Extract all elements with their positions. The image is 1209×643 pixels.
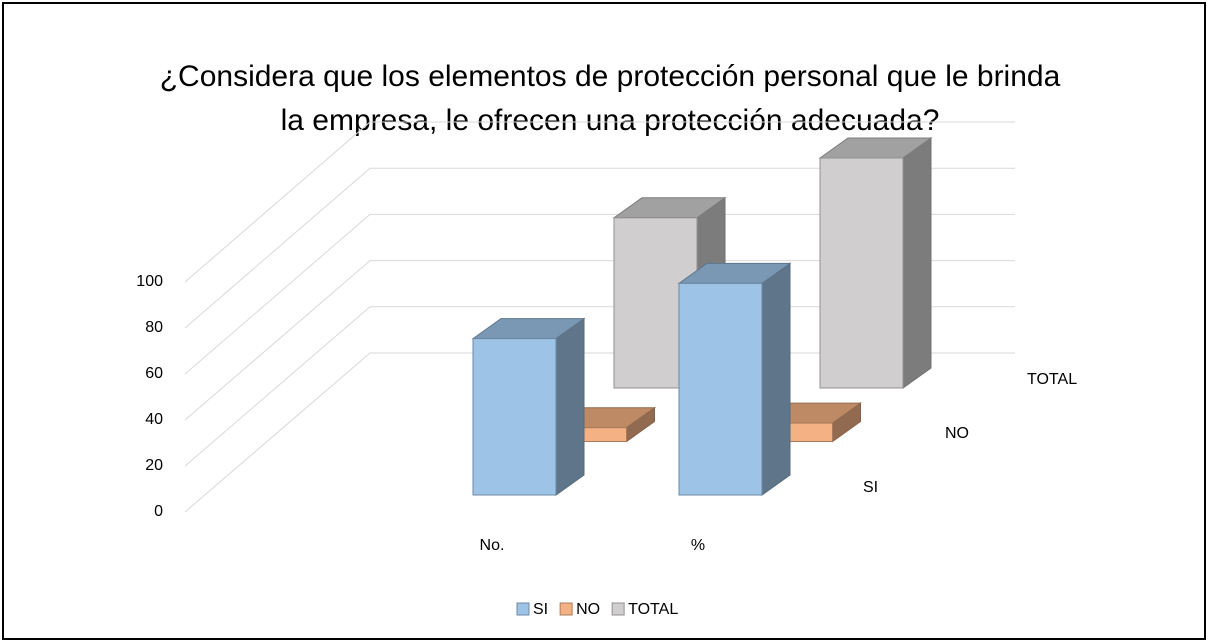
x-tick-label: %: [691, 537, 705, 554]
grid-line: [184, 260, 371, 421]
chart-title: ¿Considera que los elementos de protecci…: [160, 60, 1061, 137]
x-tick-label: No.: [480, 537, 505, 554]
depth-tick-label: NO: [945, 425, 969, 442]
grid-line: [184, 121, 371, 283]
y-tick-label: 0: [154, 503, 163, 520]
y-tick-label: 60: [145, 365, 163, 382]
y-tick-label: 20: [145, 457, 163, 474]
grid-line: [184, 167, 371, 329]
legend-swatch: [611, 602, 625, 616]
grid-line: [184, 214, 371, 375]
bar-side: [761, 262, 791, 496]
grid-line: [184, 306, 371, 467]
legend-label: SI: [533, 601, 548, 618]
legend-swatch: [516, 602, 530, 616]
depth-tick-label: SI: [863, 479, 878, 496]
y-tick-label: 40: [145, 411, 163, 428]
bar-side: [902, 137, 932, 389]
grid-line: [184, 352, 371, 513]
bar: [819, 157, 904, 389]
legend-swatch: [559, 602, 573, 616]
legend-label: NO: [576, 601, 600, 618]
bar: [472, 338, 557, 496]
bar-side: [555, 317, 585, 496]
y-tick-label: 80: [145, 319, 163, 336]
legend-label: TOTAL: [628, 601, 678, 618]
y-tick-label: 100: [136, 273, 163, 290]
bar: [678, 282, 763, 496]
depth-tick-label: TOTAL: [1027, 371, 1077, 388]
